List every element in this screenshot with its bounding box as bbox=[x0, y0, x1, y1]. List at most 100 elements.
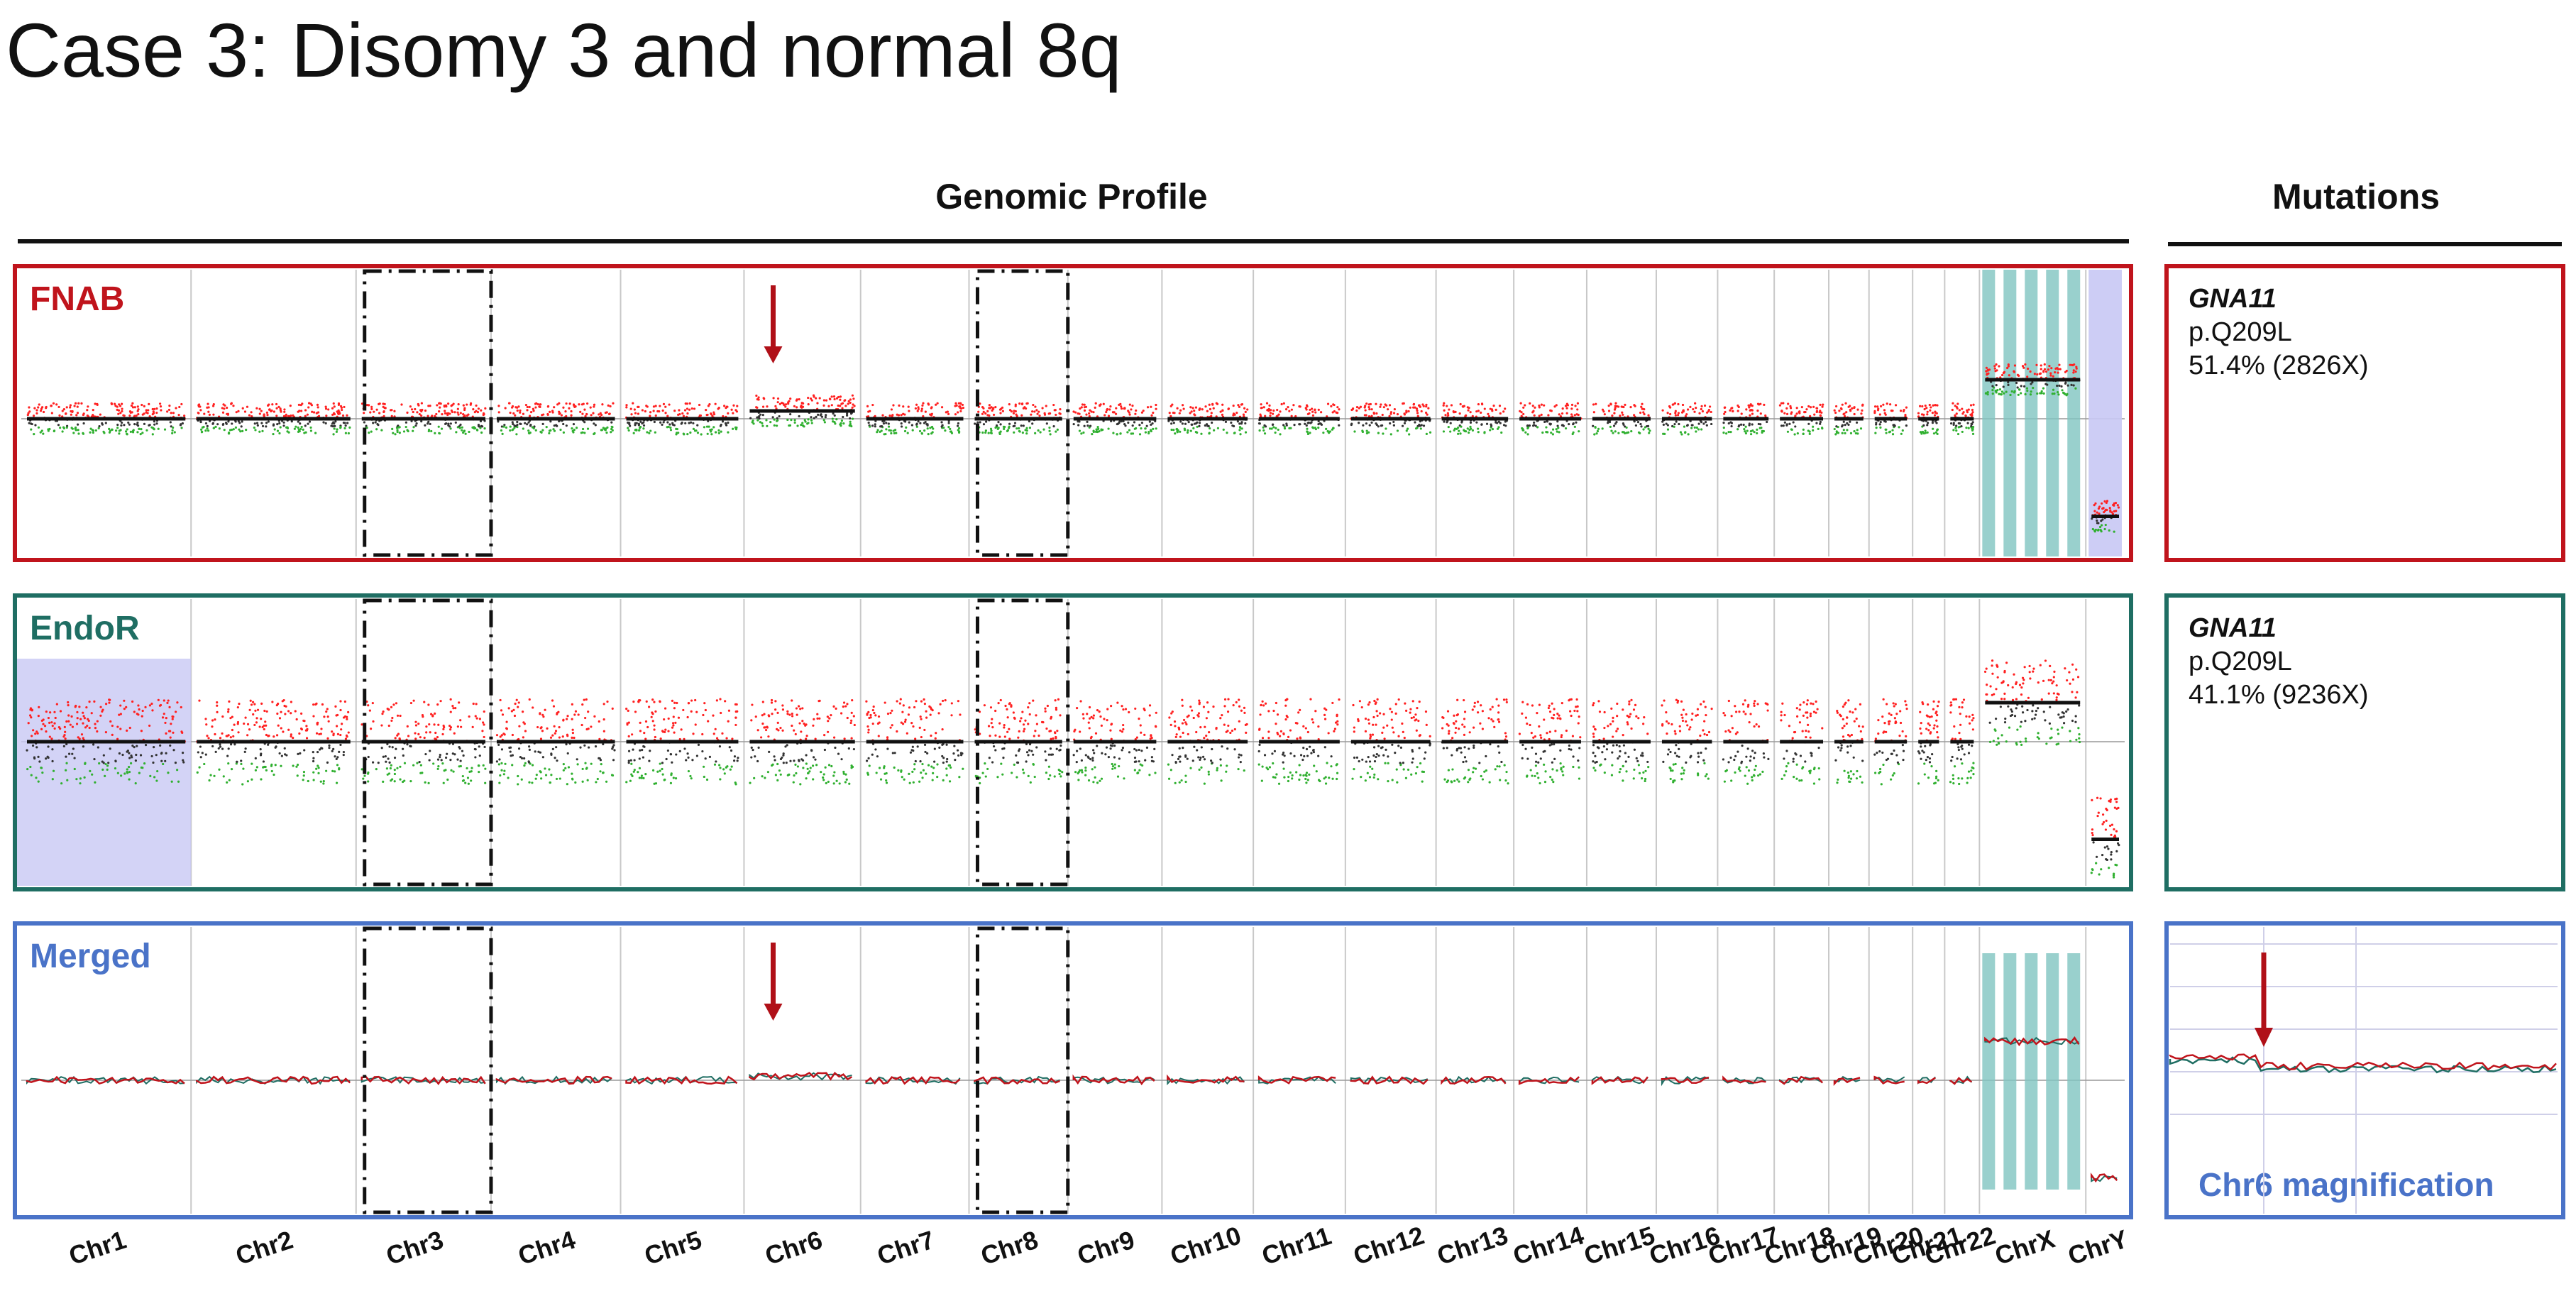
chr9-probe bbox=[1154, 419, 1157, 423]
chr10-probe bbox=[1239, 433, 1242, 436]
chr4-probe bbox=[554, 730, 558, 732]
chr5-probe bbox=[652, 405, 656, 408]
chr18-probe bbox=[1780, 424, 1783, 427]
chr2-probe bbox=[317, 764, 319, 767]
chr2-probe bbox=[263, 414, 265, 417]
chr17-probe bbox=[1761, 431, 1763, 434]
chr5-probe bbox=[727, 421, 730, 424]
chr6-probe bbox=[764, 728, 768, 732]
chr5-probe bbox=[705, 778, 709, 781]
chr2-probe bbox=[316, 750, 319, 754]
chr4-probe bbox=[523, 757, 526, 760]
chr9-probe bbox=[1078, 429, 1081, 432]
chr5-probe bbox=[696, 424, 699, 427]
chr8-probe bbox=[999, 423, 1002, 426]
chr5-probe bbox=[703, 775, 705, 779]
chr8-probe bbox=[1012, 412, 1015, 415]
chr1-probe bbox=[91, 773, 94, 776]
chr1-probe bbox=[131, 756, 133, 759]
chr15-probe bbox=[1609, 425, 1612, 428]
chr16-probe bbox=[1671, 403, 1674, 406]
chr2-probe bbox=[228, 700, 231, 703]
chr7-probe bbox=[927, 764, 930, 767]
chr6-probe bbox=[849, 417, 852, 420]
chr9-probe bbox=[1128, 413, 1131, 416]
chr6-probe bbox=[815, 397, 818, 400]
chr12-probe bbox=[1362, 424, 1365, 427]
chry-probe bbox=[2117, 506, 2120, 509]
chr2-probe bbox=[286, 426, 289, 429]
chr18-probe bbox=[1778, 404, 1782, 407]
chrx-probe bbox=[2024, 393, 2027, 396]
chr10-probe bbox=[1222, 428, 1225, 431]
chr17-probe bbox=[1723, 412, 1726, 415]
chr4-probe bbox=[510, 710, 513, 713]
chr20-probe bbox=[1876, 409, 1880, 412]
chr10-probe bbox=[1168, 412, 1171, 415]
chr1-probe bbox=[64, 737, 67, 740]
chr6-probe bbox=[785, 403, 788, 406]
chr9-probe bbox=[1112, 432, 1115, 434]
chr4-probe bbox=[498, 758, 501, 761]
chr8-probe bbox=[1003, 735, 1006, 738]
chr9-probe bbox=[1128, 411, 1130, 414]
chr7-probe bbox=[884, 701, 886, 704]
chr21-probe bbox=[1927, 422, 1930, 424]
chr1-probe bbox=[123, 772, 126, 775]
chr1-probe bbox=[116, 408, 119, 411]
chr6-probe bbox=[757, 746, 760, 749]
chr17-probe bbox=[1744, 430, 1746, 433]
chr9-probe bbox=[1081, 713, 1084, 715]
chr11-probe bbox=[1306, 427, 1309, 430]
chr9-probe bbox=[1131, 424, 1134, 427]
chr2-probe bbox=[290, 414, 292, 417]
chr5-probe bbox=[710, 430, 712, 433]
chr1-probe bbox=[48, 721, 51, 724]
chr20-probe bbox=[1898, 426, 1900, 429]
chr3-probe bbox=[414, 424, 417, 427]
chr1-probe bbox=[182, 759, 185, 762]
chr2-probe bbox=[344, 424, 347, 427]
chr6-probe bbox=[756, 419, 759, 422]
chr7-probe bbox=[904, 718, 907, 721]
chr2-probe bbox=[253, 703, 256, 706]
chr6-probe bbox=[771, 416, 774, 419]
chr3-probe bbox=[395, 702, 398, 705]
chr1-probe bbox=[78, 737, 81, 740]
chr6-probe bbox=[841, 407, 844, 410]
chr4-probe bbox=[551, 734, 554, 737]
chr17-probe bbox=[1722, 421, 1725, 424]
chr1-probe bbox=[98, 425, 101, 428]
chr2-probe bbox=[250, 703, 253, 706]
chrx-probe bbox=[2036, 373, 2039, 376]
chr1-probe bbox=[148, 424, 151, 427]
chr8-probe bbox=[1025, 427, 1028, 429]
chr5-probe bbox=[659, 405, 661, 407]
chr1-probe bbox=[72, 747, 75, 750]
chr1-probe bbox=[159, 405, 163, 408]
chr3-probe bbox=[390, 778, 394, 781]
chr1-probe bbox=[35, 776, 38, 779]
chr15-probe bbox=[1629, 406, 1632, 409]
chr5-probe bbox=[729, 768, 732, 771]
chr3-probe bbox=[430, 429, 433, 433]
chr22-probe bbox=[1949, 422, 1953, 425]
chr1-probe bbox=[41, 771, 44, 774]
chr8-probe bbox=[998, 735, 1001, 738]
chr2-probe bbox=[347, 432, 350, 435]
chr8-probe bbox=[982, 423, 986, 426]
chr4-probe bbox=[558, 410, 561, 413]
chr20-probe bbox=[1883, 419, 1886, 423]
chr6-probe bbox=[779, 773, 782, 776]
chr1-probe bbox=[65, 769, 67, 772]
chr9-probe bbox=[1150, 756, 1153, 759]
chr9-probe bbox=[1127, 421, 1130, 424]
chr8-probe bbox=[1003, 747, 1006, 750]
chrx-probe bbox=[2058, 384, 2061, 388]
chr8-highlight-box bbox=[975, 269, 1070, 557]
chr2-probe bbox=[312, 779, 315, 781]
chr4-probe bbox=[532, 706, 534, 709]
chr2-probe bbox=[292, 737, 295, 740]
chr12-probe bbox=[1414, 406, 1416, 409]
chr5-probe bbox=[661, 762, 664, 764]
